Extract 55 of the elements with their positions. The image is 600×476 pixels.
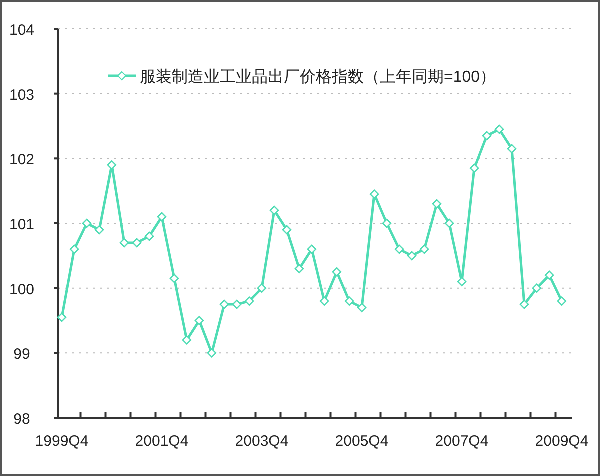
point: [207, 348, 217, 358]
y-tick-label: 100: [9, 281, 35, 298]
x-tick-label: 2005Q4: [335, 433, 389, 450]
x-tick-label: 2009Q4: [535, 433, 589, 450]
point: [370, 190, 380, 199]
point: [232, 300, 242, 310]
point: [220, 300, 230, 310]
point: [457, 277, 467, 286]
point: [257, 284, 267, 293]
point: [470, 164, 480, 174]
point: [120, 238, 130, 248]
point: [544, 270, 554, 280]
point: [157, 212, 167, 222]
point: [494, 124, 504, 134]
point: [194, 316, 204, 326]
point: [557, 296, 567, 306]
point: [357, 303, 367, 312]
point: [520, 300, 530, 310]
point: [444, 218, 454, 228]
point: [307, 244, 317, 254]
y-tick-label: 101: [9, 216, 35, 234]
point: [432, 199, 442, 209]
y-tick-label: 98: [14, 411, 30, 428]
point: [244, 296, 254, 306]
y-tick-label: 103: [9, 86, 35, 104]
point: [82, 218, 92, 228]
legend-label: 服装制造业工业品出厂价格指数（上年同期=100）: [140, 68, 496, 86]
point: [294, 264, 304, 274]
x-tick-label: 2007Q4: [435, 433, 489, 450]
point: [382, 218, 392, 228]
x-tick-label: 2001Q4: [135, 433, 189, 450]
point: [394, 244, 404, 254]
point: [282, 225, 292, 235]
x-tick-label: 2003Q4: [235, 433, 289, 450]
point: [507, 144, 517, 154]
point: [332, 267, 342, 277]
point: [107, 160, 117, 170]
point: [320, 296, 330, 306]
y-tick-label: 102: [9, 152, 35, 169]
point: [132, 238, 142, 248]
x-tick-label: 1999Q4: [35, 433, 89, 450]
point: [170, 274, 180, 284]
point: [144, 232, 154, 242]
point: [532, 284, 542, 293]
point: [70, 244, 80, 254]
point: [482, 131, 492, 141]
point: [182, 336, 192, 345]
y-tick-label: 99: [14, 346, 30, 364]
point: [94, 225, 104, 235]
point: [270, 206, 280, 216]
point: [344, 296, 354, 306]
point: [420, 244, 430, 254]
point: [57, 312, 67, 322]
y-tick-label: 104: [9, 22, 35, 39]
point: [407, 251, 417, 261]
